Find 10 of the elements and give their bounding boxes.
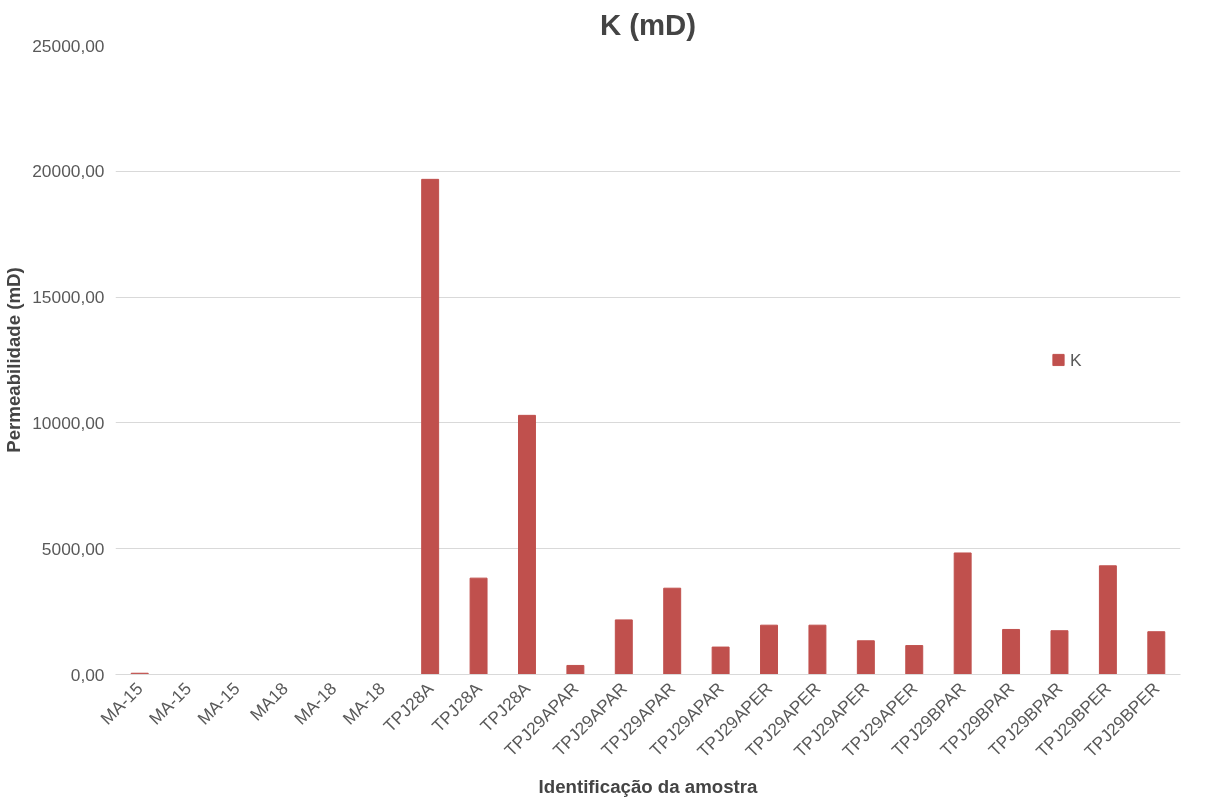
y-tick-label: 5000,00 xyxy=(41,538,105,559)
y-tick-label: 10000,00 xyxy=(32,412,105,433)
y-axis-title: Permeabilidade (mD) xyxy=(3,267,25,453)
y-tick-label: 20000,00 xyxy=(32,161,105,182)
y-tick-label: 0,00 xyxy=(70,664,105,685)
y-tick-label: 15000,00 xyxy=(32,287,105,308)
x-axis-title: Identificação da amostra xyxy=(538,776,759,798)
y-tick-label: 25000,00 xyxy=(32,35,105,56)
legend-label: K xyxy=(1070,349,1083,370)
chart-title: K (mD) xyxy=(599,7,697,41)
